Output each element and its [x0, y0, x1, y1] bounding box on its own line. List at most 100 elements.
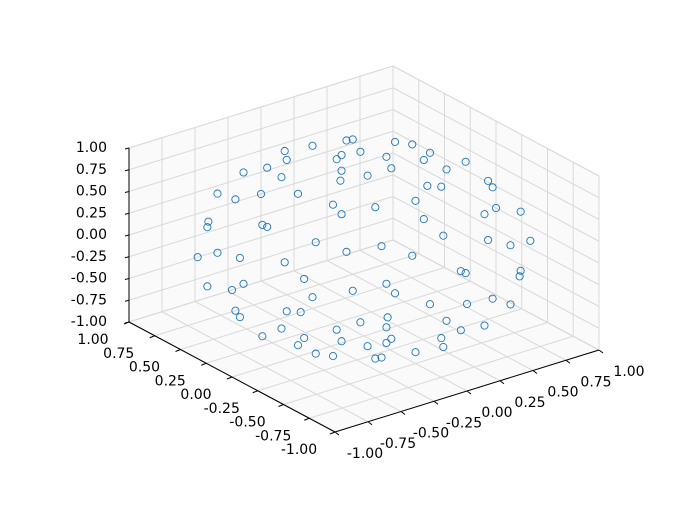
point	[263, 222, 272, 231]
tick-mark	[124, 321, 130, 324]
grid-line	[128, 109, 394, 192]
point	[348, 135, 357, 144]
point	[277, 324, 286, 333]
point	[263, 163, 272, 172]
point	[337, 150, 346, 160]
point	[442, 165, 451, 174]
tick-mark	[499, 380, 505, 385]
x-tick-label: -1.00	[347, 446, 383, 462]
tick-mark	[124, 169, 130, 172]
tick-mark	[124, 147, 130, 150]
z-tick-label: 0.75	[76, 162, 107, 178]
point	[506, 241, 515, 250]
y-tick-label: 0.75	[103, 346, 134, 362]
point	[258, 220, 267, 229]
point	[336, 176, 345, 185]
grid-line	[392, 152, 600, 264]
point	[193, 253, 202, 262]
grid-line	[309, 335, 574, 419]
point	[348, 286, 357, 295]
tick-mark	[226, 376, 233, 380]
point	[425, 148, 435, 157]
point	[363, 342, 372, 351]
grid-line	[128, 152, 394, 236]
y-tick-label: -0.50	[229, 415, 265, 431]
point	[390, 289, 400, 298]
point	[442, 316, 451, 325]
point	[515, 272, 524, 281]
z-tick-label: 0.25	[76, 205, 107, 221]
grid-line	[392, 196, 600, 307]
grid-line	[128, 196, 394, 279]
point	[491, 203, 501, 213]
point	[516, 207, 525, 216]
grid-line	[392, 239, 600, 351]
point	[408, 140, 417, 149]
tick-mark	[124, 191, 130, 193]
y-tick-label: -0.25	[204, 401, 240, 417]
point	[356, 147, 365, 156]
point	[377, 353, 386, 362]
z-tick-label: 0.00	[76, 227, 107, 243]
grid-line	[392, 109, 600, 220]
x-tick-label: 1.00	[613, 364, 644, 380]
point	[480, 321, 489, 330]
grid-line	[257, 308, 522, 392]
point	[239, 279, 248, 288]
point	[383, 313, 392, 322]
grid-line	[128, 239, 394, 323]
grid-line	[392, 174, 600, 286]
point	[371, 354, 380, 363]
point	[461, 157, 470, 166]
point	[328, 352, 338, 361]
tick-mark	[400, 411, 406, 415]
tick-mark	[367, 421, 373, 426]
point	[293, 341, 303, 350]
point	[332, 325, 341, 334]
point	[437, 182, 446, 191]
tick-mark	[124, 256, 130, 259]
point	[231, 306, 240, 315]
point	[419, 215, 428, 224]
tick-mark	[466, 390, 472, 395]
point	[382, 323, 391, 332]
y-tick-label: 1.00	[77, 332, 108, 348]
point	[484, 176, 493, 185]
tick-mark	[124, 299, 130, 302]
x-tick-label: 0.00	[481, 405, 512, 421]
point	[387, 164, 396, 173]
x-tick-label: 0.75	[580, 374, 611, 390]
point	[227, 285, 237, 295]
point	[425, 300, 435, 309]
z-tick-label: -0.50	[71, 271, 107, 287]
point	[461, 269, 470, 278]
z-tick-label: 0.50	[76, 184, 107, 200]
tick-mark	[175, 349, 181, 352]
point	[480, 210, 489, 219]
tick-mark	[334, 431, 340, 436]
z-tick-label: -0.75	[71, 292, 107, 308]
point	[282, 155, 291, 164]
point	[439, 231, 448, 240]
point	[296, 308, 305, 317]
point	[235, 313, 244, 322]
tick-mark	[149, 335, 155, 339]
point	[342, 247, 351, 256]
z-tick-label: 1.00	[76, 140, 107, 156]
point	[337, 166, 346, 175]
tick-mark	[201, 362, 207, 366]
point	[526, 236, 535, 245]
point	[484, 235, 493, 245]
y-tick-label: -0.75	[255, 428, 291, 444]
z-tick-label: -0.25	[71, 249, 107, 265]
point	[488, 183, 497, 192]
grid-line	[128, 217, 394, 301]
point	[363, 171, 372, 180]
point	[328, 200, 338, 209]
grid-line	[180, 267, 445, 350]
point	[204, 217, 213, 226]
point	[390, 137, 400, 146]
point	[423, 181, 432, 190]
point	[356, 318, 365, 327]
point	[387, 334, 396, 343]
